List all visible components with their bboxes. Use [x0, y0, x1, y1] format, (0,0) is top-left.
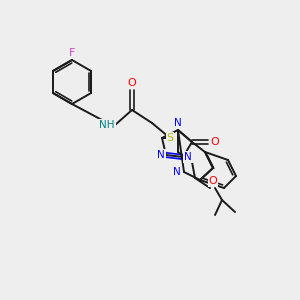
Text: N: N	[157, 150, 165, 160]
Text: O: O	[211, 137, 219, 147]
Text: S: S	[167, 133, 174, 143]
Text: O: O	[208, 176, 217, 186]
Text: O: O	[128, 78, 136, 88]
Text: N: N	[173, 167, 181, 177]
Text: N: N	[174, 118, 182, 128]
Text: N: N	[184, 152, 192, 162]
Text: F: F	[69, 48, 75, 58]
Text: NH: NH	[99, 120, 115, 130]
